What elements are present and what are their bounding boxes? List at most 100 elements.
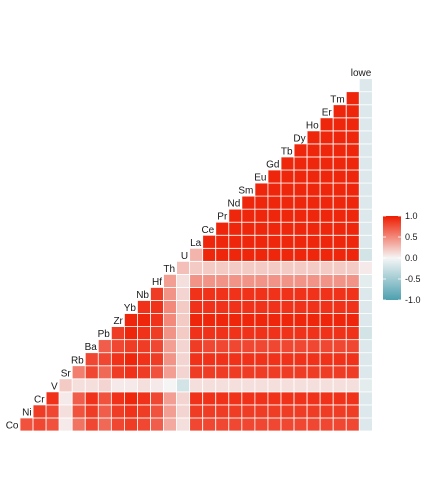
heatmap-cell-Gd-Eu [280,169,295,184]
heatmap-cell-U-Sr [189,365,204,380]
heatmap-cell-Zr-Zr [124,313,138,327]
legend-colorbar [383,216,401,300]
heatmap-cell-Sm-Zr [254,313,269,327]
heatmap-cell-Th-Co [176,417,191,432]
heatmap-cell-Rb-Co [84,417,99,432]
heatmap-cell-Tb-Ba [293,339,308,354]
heatmap-cell-Dy-V [306,378,321,393]
heatmap-cell-Cr-Ni [45,404,60,419]
variable-label-Cr: Cr [34,394,45,405]
heatmap-cell-Gd-Ce [280,221,295,236]
variable-label-Hf: Hf [152,277,162,288]
heatmap-cell-Pb-Sr [110,365,125,380]
heatmap-cell-Ho-Yb [319,300,334,314]
heatmap-cell-Dy-U [306,247,321,262]
heatmap-cell-Nd-Ce [241,221,256,236]
heatmap-cell-Ho-Pb [319,326,334,341]
heatmap-cell-Pr-U [228,247,243,262]
heatmap-cell-Eu-Yb [267,300,282,314]
heatmap-cell-Pr-Ni [228,404,243,419]
variable-label-Pb: Pb [98,329,111,340]
heatmap-cell-Nd-La [241,234,256,249]
heatmap-cell-Ho-Nd [319,195,334,210]
heatmap-cell-U-Ba [189,339,204,354]
heatmap-cell-V-Ni [58,404,73,419]
variable-label-Co: Co [6,421,19,432]
heatmap-cell-Pr-Th [228,260,243,275]
heatmap-cell-Ce-Rb [215,352,230,367]
heatmap-cell-lowe-Tb [358,143,373,158]
heatmap-cell-Ba-V [97,378,112,393]
variable-label-Ni: Ni [22,407,31,418]
heatmap-cell-Sr-Cr [71,391,86,406]
heatmap-cell-Ni-Ni [32,404,47,419]
heatmap-cell-Nd-Yb [241,300,256,314]
heatmap-cell-La-Nb [202,287,217,301]
heatmap-cell-lowe-Sr [358,365,373,380]
variable-label-V: V [51,381,58,392]
heatmap-cell-Gd-Th [280,260,295,275]
heatmap-cell-lowe-Rb [358,352,373,367]
heatmap-cell-Ho-Ho [319,117,334,132]
heatmap-cell-Dy-Ni [306,404,321,419]
heatmap-cell-Ho-Ni [319,404,334,419]
heatmap-cell-Tm-V [345,378,360,393]
heatmap-cell-Tb-U [293,247,308,262]
heatmap-cell-Tb-Zr [293,313,308,327]
heatmap-cell-Er-Er [332,104,347,119]
variable-label-lowe: lowe [351,68,372,79]
heatmap-cell-Th-Zr [176,313,191,327]
heatmap-cell-Yb-Rb [137,352,151,367]
heatmap-cell-Gd-Hf [280,273,295,288]
heatmap-cell-Nd-U [241,247,256,262]
heatmap-cell-Ho-Hf [319,273,334,288]
heatmap-cell-lowe-lowe [358,78,373,93]
heatmap-cell-Tm-Hf [345,273,360,288]
variable-label-Dy: Dy [293,133,305,144]
heatmap-cell-Yb-Co [137,417,151,432]
heatmap-cell-Pb-Pb [110,326,125,341]
heatmap-cell-Er-Hf [332,273,347,288]
heatmap-cell-Hf-Yb [163,300,178,314]
heatmap-cell-Nd-Nd [241,195,256,210]
heatmap-cell-Dy-Pr [306,208,321,223]
heatmap-cell-Nd-Zr [241,313,256,327]
variable-label-Rb: Rb [71,355,84,366]
heatmap-cell-Tb-V [293,378,308,393]
heatmap-cell-Ce-V [215,378,230,393]
variable-label-Eu: Eu [254,173,266,184]
heatmap-cell-Ho-Nb [319,287,334,301]
heatmap-cell-La-Cr [202,391,217,406]
heatmap-cell-Tb-Yb [293,300,308,314]
heatmap-cell-Tb-Eu [293,169,308,184]
heatmap-cell-lowe-V [358,378,373,393]
heatmap-cell-Zr-Cr [124,391,138,406]
heatmap-cell-Gd-Zr [280,313,295,327]
heatmap-cell-Tm-Dy [345,130,360,145]
heatmap-cell-lowe-Ni [358,404,373,419]
heatmap-cell-Nb-Ni [150,404,164,419]
heatmap-cell-Nd-Th [241,260,256,275]
heatmap-cell-Er-Pb [332,326,347,341]
heatmap-cell-Tm-Eu [345,169,360,184]
heatmap-cell-Ce-Yb [215,300,230,314]
heatmap-cell-Zr-V [124,378,138,393]
heatmap-cell-Er-Ho [332,117,347,132]
heatmap-cell-Dy-Cr [306,391,321,406]
heatmap-cell-Sr-Co [71,417,86,432]
color-legend: 1.0 0.5 0.0 -0.5 -1.0 [383,211,421,305]
heatmap-cell-Tb-Nb [293,287,308,301]
heatmap-cell-Hf-Hf [163,273,178,288]
heatmap-cell-La-La [202,234,217,249]
heatmap-cell-Er-Ni [332,404,347,419]
heatmap-cell-Sm-Ni [254,404,269,419]
heatmap-cell-Ho-V [319,378,334,393]
heatmap-cell-lowe-Er [358,104,373,119]
heatmap-cell-Tm-Ba [345,339,360,354]
heatmap-cell-Zr-Sr [124,365,138,380]
heatmap-cell-Th-Cr [176,391,191,406]
heatmap-cell-Th-Rb [176,352,191,367]
heatmap-cell-Rb-Sr [84,365,99,380]
heatmap-cell-Eu-Pr [267,208,282,223]
